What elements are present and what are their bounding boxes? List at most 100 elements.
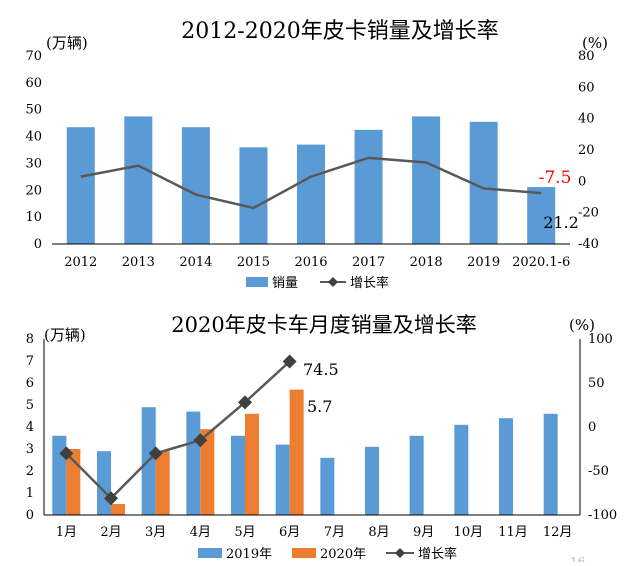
chart1-bar [354,129,383,244]
chart1-right-unit: (%) [582,34,608,52]
chart1-bar [297,144,325,244]
chart2-left-unit: (万辆) [44,326,86,344]
chart2-growth-marker [238,395,252,410]
chart1-left-tick-label: 50 [25,103,42,118]
chart1-legend-sales-swatch [246,277,268,287]
chart2-right-tick-label: -50 [588,464,609,479]
chart1-right-tick-label: 60 [578,80,595,95]
chart1-right-tick-label: -40 [578,237,599,252]
chart2-left-tick-label: 4 [26,420,34,435]
chart1-growth-line [80,156,542,210]
chart2-bar [186,411,201,515]
chart2-x-tick-label: 3月 [145,525,166,540]
chart2-x-tick-label: 2月 [100,525,121,540]
page-number: 16 [570,555,585,562]
chart1-growth-polyline [80,156,542,210]
chart2-growth-marker [148,446,163,461]
chart2-right-tick-label: 100 [588,332,613,347]
chart2-bar [409,435,424,515]
chart2-left-tick-label: 2 [26,464,34,479]
chart1-x-tick-label: 2015 [237,255,270,270]
chart1-left-unit: (万辆) [46,34,88,52]
chart2-annotation-sales: 5.7 [307,397,332,416]
chart2-right-tick-label: -100 [588,508,617,523]
chart2-growth-marker [193,433,208,448]
chart2-x-tick-label: 6月 [279,525,300,540]
chart2-annotation-growth: 74.5 [303,360,339,379]
chart1-left-tick-label: 60 [25,76,42,91]
chart2-x-tick-label: 10月 [454,525,484,540]
chart2-legend-growth-label: 增长率 [418,546,457,562]
chart2-x-tick-label: 7月 [324,525,345,540]
chart1-bar [124,116,153,244]
chart1-right-tick-label: 40 [578,112,595,127]
chart1-x-axis: 2012 2013 2014 2015 2016 2017 2018 2019 2020.1-6 [64,255,570,270]
chart1-x-tick-label: 2017 [352,255,385,270]
chart2-bar [499,418,513,515]
chart1-bar [66,127,95,244]
chart2-bar [155,451,170,515]
chart2-legend-growth-marker [395,548,405,558]
chart1-legend-growth-label: 增长率 [350,275,389,291]
chart1-legend-sales-label: 销量 [272,276,298,291]
chart2-bar [231,435,245,515]
chart1-left-tick-label: 40 [25,130,42,145]
chart2-left-tick-label: 1 [26,486,34,501]
chart2-bar [543,413,558,515]
chart2-bar [52,435,67,515]
chart2-left-axis: 0 1 2 3 4 5 6 7 8 [26,332,34,523]
chart2-bar [320,457,335,515]
chart2-x-tick-label: 4月 [190,525,211,540]
chart1-x-tick-label: 2012 [64,255,97,270]
chart1-x-tick-label: 2016 [294,255,327,270]
chart1-right-axis: -40 -20 0 20 40 60 80 [578,49,599,252]
chart2-x-axis: 1月 2月 3月 4月 5月 6月 7月 8月 9月 10月 11月 12月 [56,525,573,540]
chart2-right-axis: -100 -50 0 50 100 [588,332,617,523]
chart1-right-tick-label: 0 [578,174,586,189]
chart1-left-tick-label: 70 [25,49,42,64]
chart2-bar [454,424,469,515]
chart1-x-tick-label: 2014 [179,255,212,270]
chart1-bar [239,147,268,244]
chart2-bar [245,413,259,515]
chart1-bar [181,127,210,244]
chart2-bar [200,429,215,515]
chart1-left-axis: 0 10 20 30 40 50 60 70 [25,49,42,252]
chart2-growth-marker [104,491,118,506]
chart2-left-tick-label: 6 [26,376,34,391]
chart1-bar [527,187,556,244]
chart2-x-tick-label: 5月 [234,525,255,540]
chart2-x-tick-label: 12月 [543,525,573,540]
chart2-legend-2020-label: 2020年 [320,547,366,562]
chart2-growth-marker [282,354,297,369]
chart2-left-tick-label: 3 [26,442,34,457]
chart1-x-tick-label: 2020.1-6 [512,255,570,270]
chart1-x-tick-label: 2018 [410,255,443,270]
chart2-x-tick-label: 8月 [368,525,389,540]
chart2-bars [52,389,558,515]
chart2-legend-2020-swatch [292,548,316,558]
chart2-bar [275,444,290,515]
chart2-bar [111,504,125,515]
chart2-x-tick-label: 9月 [413,525,434,540]
chart1-right-tick-label: -20 [578,206,599,221]
chart1-title: 2012-2020年皮卡销量及增长率 [181,19,498,44]
chart2-left-tick-label: 0 [26,508,34,523]
chart1-left-tick-label: 0 [34,237,42,252]
chart1-bar [412,116,441,244]
chart2-left-tick-label: 8 [26,332,34,347]
chart2-bar [289,389,304,515]
chart1-right-tick-label: 20 [578,143,595,158]
chart2-growth-line [59,354,297,506]
chart2-growth-polyline [65,360,291,501]
chart1-x-tick-label: 2013 [122,255,155,270]
chart1-annotation-sales: 21.2 [543,213,579,232]
chart2-right-tick-label: 0 [588,420,596,435]
chart1-left-tick-label: 10 [25,210,42,225]
chart1-legend-growth-marker [328,277,338,287]
chart2-bar [97,451,111,515]
chart2-bar [365,446,379,515]
chart1-annotation-growth: -7.5 [539,168,572,188]
